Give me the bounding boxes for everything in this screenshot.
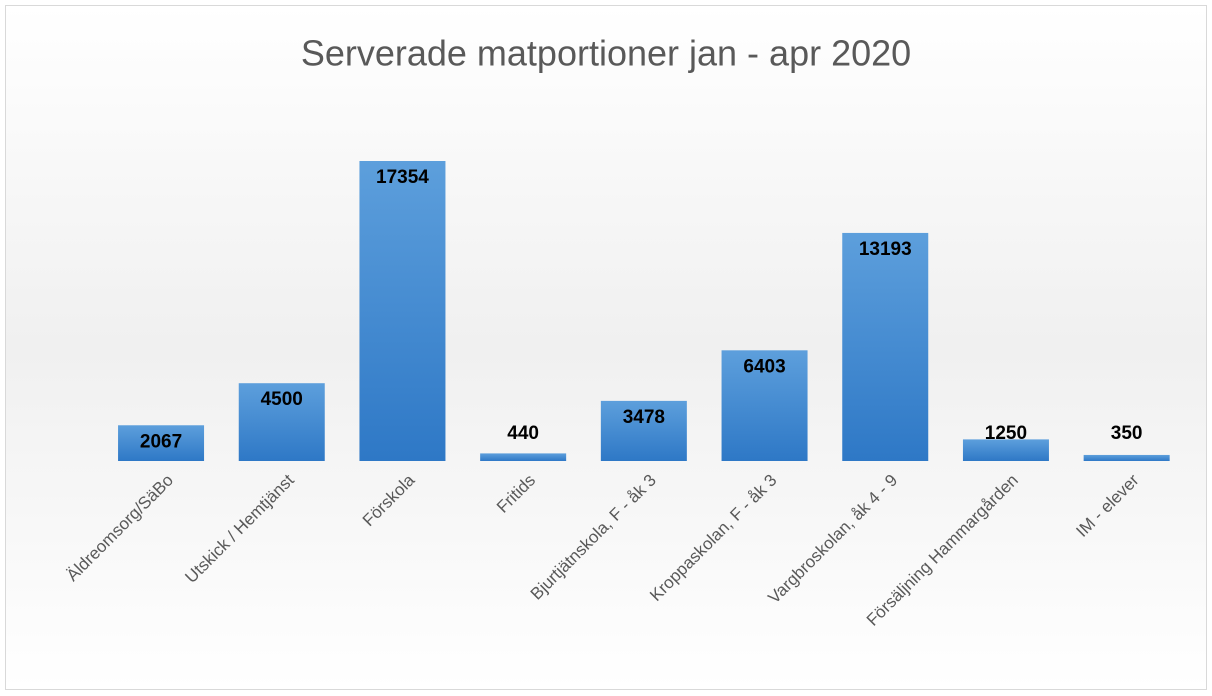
- data-label: 13193: [859, 239, 912, 260]
- bar: [480, 453, 567, 461]
- data-label: 350: [1111, 423, 1143, 444]
- bar: [842, 232, 929, 461]
- bar: [962, 439, 1049, 461]
- bar: [721, 350, 808, 461]
- data-label: 2067: [140, 431, 182, 452]
- bar: [118, 425, 205, 461]
- bar: [238, 383, 325, 461]
- data-label: 4500: [261, 389, 303, 410]
- bar: [359, 161, 446, 461]
- bar: [600, 400, 687, 461]
- bar: [1083, 454, 1170, 461]
- data-label: 1250: [985, 423, 1027, 444]
- chart-title: Serverade matportioner jan - apr 2020: [301, 33, 911, 74]
- data-label: 440: [507, 423, 539, 444]
- chart-frame: [5, 5, 1207, 690]
- data-label: 17354: [376, 167, 429, 188]
- data-label: 6403: [743, 356, 785, 377]
- data-label: 3478: [623, 407, 665, 428]
